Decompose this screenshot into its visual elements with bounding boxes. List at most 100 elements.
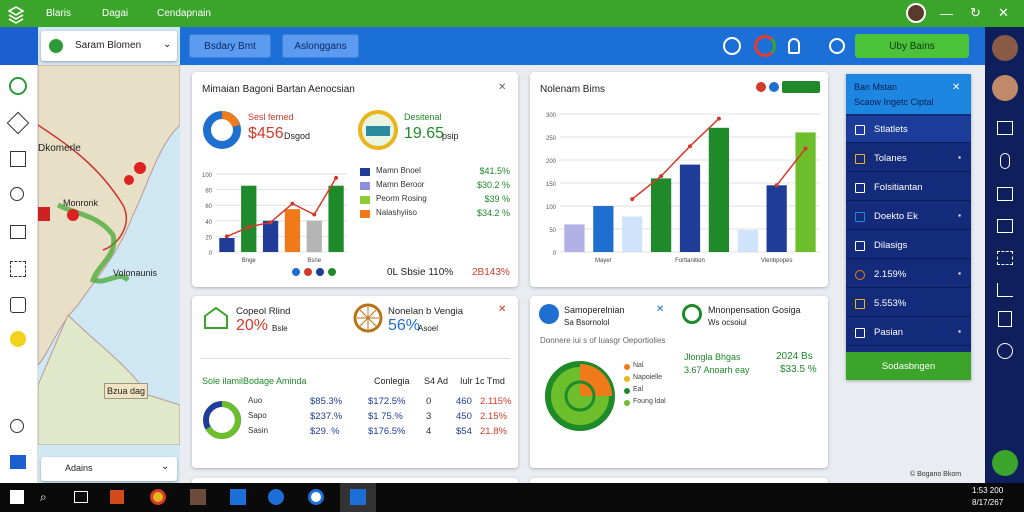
bar (219, 237, 235, 252)
legend-value: $41.5% (479, 166, 510, 176)
item-label: Stlatlets (874, 123, 908, 135)
fab[interactable] (992, 450, 1018, 476)
search-text: Saram Blomen (75, 40, 142, 51)
close[interactable]: ✕ (656, 304, 665, 315)
bar-chart: 0 50 100 150 200 250 300 Mayer Fortlanition Vlenb… (546, 113, 820, 264)
search-icon[interactable] (10, 187, 24, 201)
icon[interactable] (997, 219, 1013, 233)
task-view[interactable] (74, 491, 88, 503)
icon[interactable] (1000, 153, 1010, 169)
y-tick-label: 80 (205, 189, 212, 195)
panel-item[interactable]: 2.159% ▪ (846, 261, 971, 288)
x-label: Bsrie (307, 258, 321, 264)
card: Nolenam Bims 0 50 100 150 200 250 300 Mayer Fort… (530, 72, 828, 287)
panel-item[interactable]: Doekto Ek ▪ (846, 203, 971, 230)
search[interactable]: ⌕ (40, 490, 47, 504)
icon[interactable] (769, 82, 779, 92)
legend: Nal Napoielle Eal Foung ldal (624, 362, 684, 422)
map-label: Monronk (63, 198, 99, 208)
refresh[interactable]: ↻ (970, 5, 981, 20)
table-cell: 0 (426, 396, 432, 407)
app[interactable] (150, 489, 166, 505)
app[interactable] (268, 489, 284, 505)
item-icon (855, 125, 865, 135)
menu-item[interactable]: Dagai (102, 8, 129, 19)
map-label: Dkomerle (38, 143, 81, 154)
close[interactable]: ✕ (952, 82, 961, 93)
start[interactable] (10, 490, 24, 504)
primary-button[interactable]: Uby Bains (855, 34, 969, 58)
icon[interactable] (723, 37, 741, 55)
legend-name: Foung ldal (633, 398, 666, 405)
icon[interactable] (997, 283, 1013, 297)
icon[interactable] (997, 121, 1013, 135)
app-active[interactable] (340, 483, 376, 512)
icon[interactable] (997, 343, 1013, 359)
app[interactable] (110, 490, 124, 504)
y-tick-label: 100 (546, 205, 557, 211)
bar (622, 216, 643, 252)
nav-icon[interactable] (10, 225, 26, 239)
icon[interactable] (997, 251, 1013, 265)
icon[interactable] (788, 38, 800, 54)
avatar[interactable] (992, 75, 1018, 101)
icon[interactable] (754, 35, 776, 57)
tab[interactable]: Bsdary Bmt (189, 34, 271, 58)
app[interactable] (190, 489, 206, 505)
map-search[interactable]: Saram Blomen ⌄ (41, 31, 177, 61)
legend-name: Mamn Beroor (376, 180, 425, 189)
dropdown[interactable]: Adains ⌄ (41, 457, 177, 481)
nav-icon[interactable] (10, 331, 26, 347)
nav-icon[interactable] (10, 151, 26, 167)
table-cell: Sasin (248, 426, 269, 435)
tab[interactable]: Aslonggans (282, 34, 359, 58)
badge[interactable] (782, 81, 820, 93)
icon[interactable] (756, 82, 766, 92)
bar (795, 132, 816, 252)
menu-item[interactable]: Blaris (46, 8, 72, 19)
table-cell: 460 (456, 396, 472, 407)
app[interactable] (230, 489, 246, 505)
avatar[interactable] (992, 35, 1018, 61)
trend-line (226, 177, 337, 238)
panel-item[interactable]: Stlatlets (846, 116, 971, 143)
legend-value: $39 % (484, 194, 510, 204)
icon[interactable] (997, 187, 1013, 201)
panel-item[interactable]: 5.553% (846, 290, 971, 317)
nav-icon[interactable] (10, 297, 26, 313)
item-icon (855, 241, 865, 251)
home-icon[interactable] (10, 455, 26, 469)
kpi-value: 20% (236, 317, 269, 334)
icon[interactable] (829, 38, 845, 54)
nav-icon[interactable] (10, 261, 26, 277)
pie (545, 361, 615, 431)
menu-item[interactable]: Cendapnain (157, 8, 211, 19)
legend-name: Napoielle (633, 374, 663, 381)
badge (358, 110, 398, 150)
map-panel: Saram Blomen ⌄ Dkomerle Monronk Volonaun… (38, 27, 180, 483)
trend-point (312, 212, 317, 217)
panel-item[interactable]: Tolanes ▪ (846, 145, 971, 172)
pager-dot (304, 268, 312, 276)
table-cell: $172.5% (368, 396, 406, 407)
footer-text: 2B143% (472, 267, 510, 278)
grid-icon[interactable] (0, 27, 38, 65)
avatar[interactable] (906, 3, 926, 23)
nav-icon[interactable] (6, 111, 30, 135)
panel-item[interactable]: Dilasigs (846, 232, 971, 259)
app[interactable] (308, 489, 324, 505)
icon[interactable] (998, 311, 1012, 327)
panel-button[interactable]: Sodasbngen (846, 352, 971, 380)
close[interactable]: ✕ (498, 82, 507, 93)
panel-item[interactable]: Folsitiantan (846, 174, 971, 201)
dropdown-text: Adains (65, 463, 93, 473)
close[interactable]: ✕ (498, 304, 507, 315)
pager-dot (316, 268, 324, 276)
trend-line (631, 118, 807, 200)
minimize[interactable]: — (940, 6, 953, 21)
close[interactable]: ✕ (998, 5, 1009, 20)
clock-icon[interactable] (10, 419, 24, 433)
nav-icon[interactable] (9, 77, 27, 95)
panel-item[interactable]: Pasian ▪ (846, 319, 971, 346)
